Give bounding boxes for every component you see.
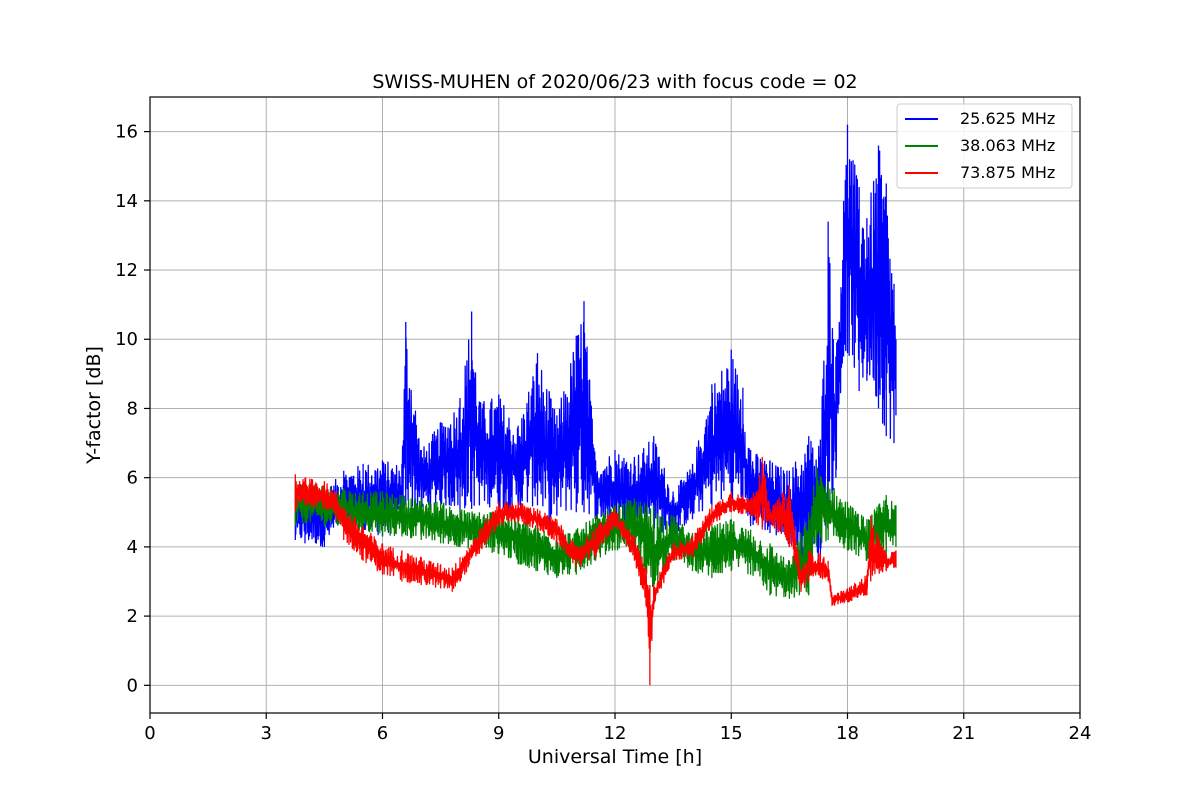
legend-label: 38.063 MHz <box>960 136 1055 155</box>
x-axis-label: Universal Time [h] <box>528 746 702 768</box>
legend-label: 25.625 MHz <box>960 109 1055 128</box>
x-tick-label: 3 <box>261 723 272 744</box>
y-axis-label: Y-factor [dB] <box>83 346 105 465</box>
y-tick-label: 12 <box>115 260 138 281</box>
y-tick-label: 16 <box>115 122 138 143</box>
x-tick-label: 9 <box>493 723 504 744</box>
y-tick-label: 4 <box>127 537 138 558</box>
y-tick-label: 0 <box>127 675 138 696</box>
series-line <box>294 456 897 686</box>
legend-label: 73.875 MHz <box>960 163 1055 182</box>
x-tick-label: 24 <box>1069 723 1092 744</box>
y-tick-label: 6 <box>127 468 138 489</box>
y-tick-label: 8 <box>127 398 138 419</box>
y-tick-label: 2 <box>127 606 138 627</box>
x-tick-label: 6 <box>377 723 388 744</box>
legend: 25.625 MHz 38.063 MHz 73.875 MHz <box>896 103 1073 189</box>
legend-box <box>896 103 1073 189</box>
x-tick-label: 0 <box>144 723 155 744</box>
x-tick-label: 12 <box>604 723 627 744</box>
y-tick-label: 10 <box>115 329 138 350</box>
x-tick-label: 21 <box>952 723 975 744</box>
y-tick-label: 14 <box>115 191 138 212</box>
grid <box>149 97 1081 713</box>
series-layer <box>294 124 897 686</box>
x-tick-label: 18 <box>836 723 859 744</box>
x-tick-label: 15 <box>720 723 743 744</box>
chart-title: SWISS-MUHEN of 2020/06/23 with focus cod… <box>372 71 857 93</box>
